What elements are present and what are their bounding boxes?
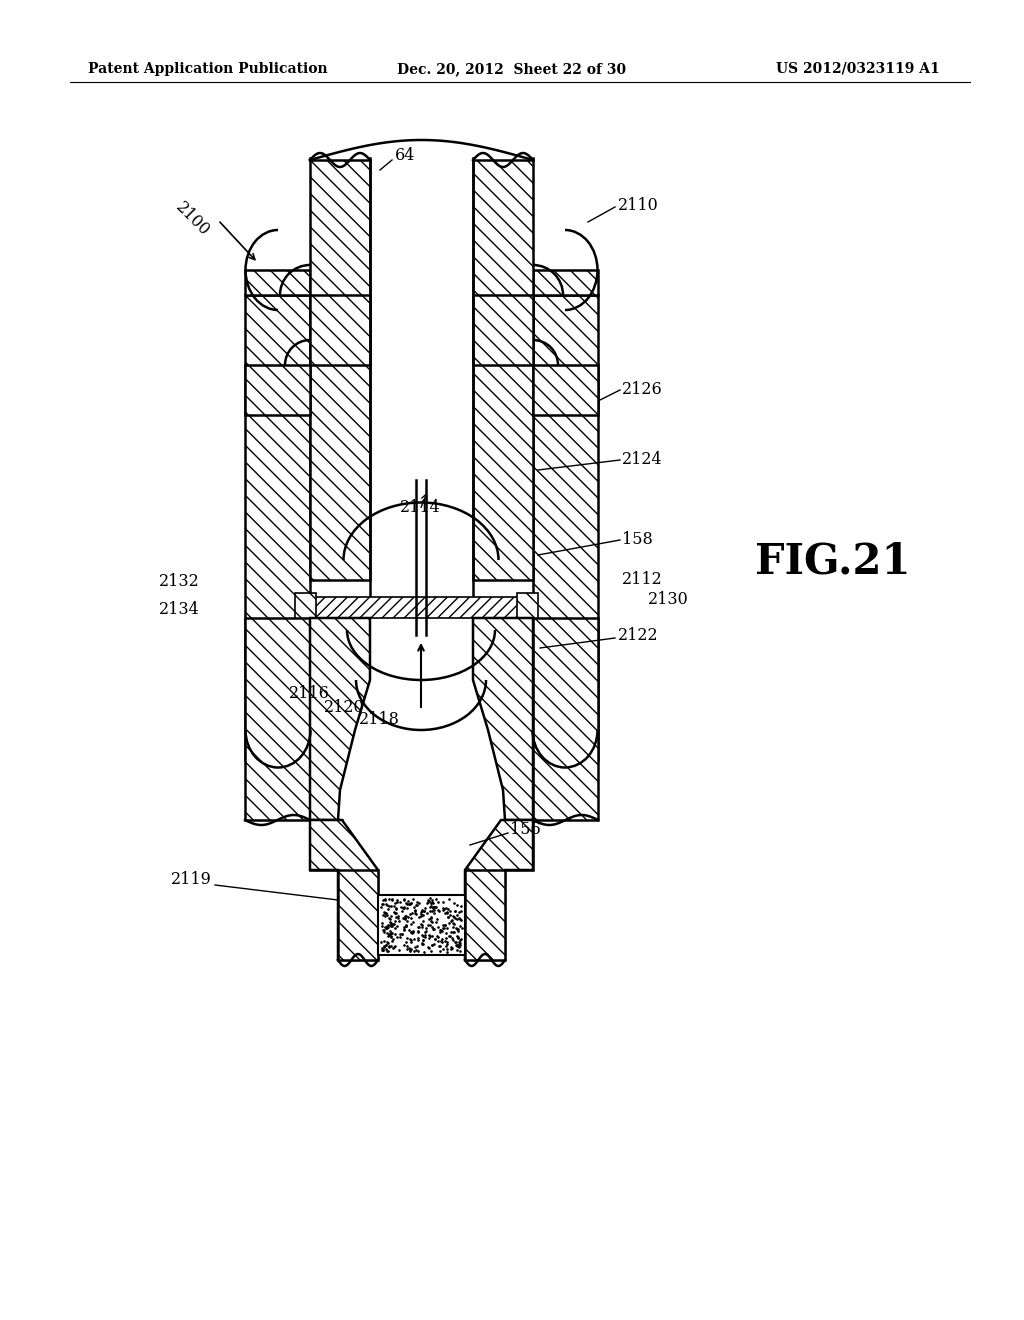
- Polygon shape: [245, 366, 310, 414]
- Text: 2110: 2110: [618, 197, 658, 214]
- Text: 64: 64: [395, 147, 416, 164]
- Text: 2130: 2130: [648, 591, 689, 609]
- Text: 2112: 2112: [622, 572, 663, 589]
- Polygon shape: [501, 820, 534, 870]
- Text: FIG.21: FIG.21: [755, 540, 910, 582]
- Polygon shape: [517, 593, 538, 622]
- Text: US 2012/0323119 A1: US 2012/0323119 A1: [776, 62, 940, 77]
- Polygon shape: [310, 160, 370, 579]
- Polygon shape: [245, 618, 310, 820]
- Polygon shape: [245, 271, 310, 294]
- Polygon shape: [534, 730, 598, 760]
- Polygon shape: [245, 294, 310, 730]
- Text: 2122: 2122: [618, 627, 658, 644]
- Text: 2114: 2114: [400, 499, 440, 516]
- Text: 158: 158: [622, 532, 652, 549]
- Polygon shape: [245, 730, 310, 760]
- Text: 2100: 2100: [172, 199, 213, 240]
- Polygon shape: [473, 294, 534, 366]
- Bar: [378, 895, 465, 954]
- Polygon shape: [534, 294, 598, 730]
- Text: 2120: 2120: [325, 698, 365, 715]
- Polygon shape: [534, 271, 598, 294]
- Text: 2132: 2132: [160, 573, 200, 590]
- Text: 2116: 2116: [289, 685, 330, 701]
- Polygon shape: [310, 597, 534, 618]
- Polygon shape: [310, 820, 342, 870]
- Text: 2124: 2124: [622, 451, 663, 469]
- Polygon shape: [534, 366, 598, 414]
- Text: 2126: 2126: [622, 381, 663, 399]
- Polygon shape: [473, 618, 534, 820]
- Polygon shape: [473, 160, 534, 579]
- Text: 2118: 2118: [359, 711, 400, 729]
- Polygon shape: [310, 820, 378, 960]
- Polygon shape: [534, 618, 598, 820]
- Polygon shape: [465, 820, 534, 960]
- Polygon shape: [338, 870, 378, 960]
- Text: 156: 156: [510, 821, 541, 838]
- Polygon shape: [310, 294, 370, 366]
- Text: 2119: 2119: [171, 871, 212, 888]
- Polygon shape: [310, 618, 370, 820]
- Polygon shape: [465, 870, 505, 960]
- Text: Patent Application Publication: Patent Application Publication: [88, 62, 328, 77]
- Polygon shape: [295, 593, 316, 622]
- Text: 2134: 2134: [160, 602, 200, 619]
- Text: Dec. 20, 2012  Sheet 22 of 30: Dec. 20, 2012 Sheet 22 of 30: [397, 62, 627, 77]
